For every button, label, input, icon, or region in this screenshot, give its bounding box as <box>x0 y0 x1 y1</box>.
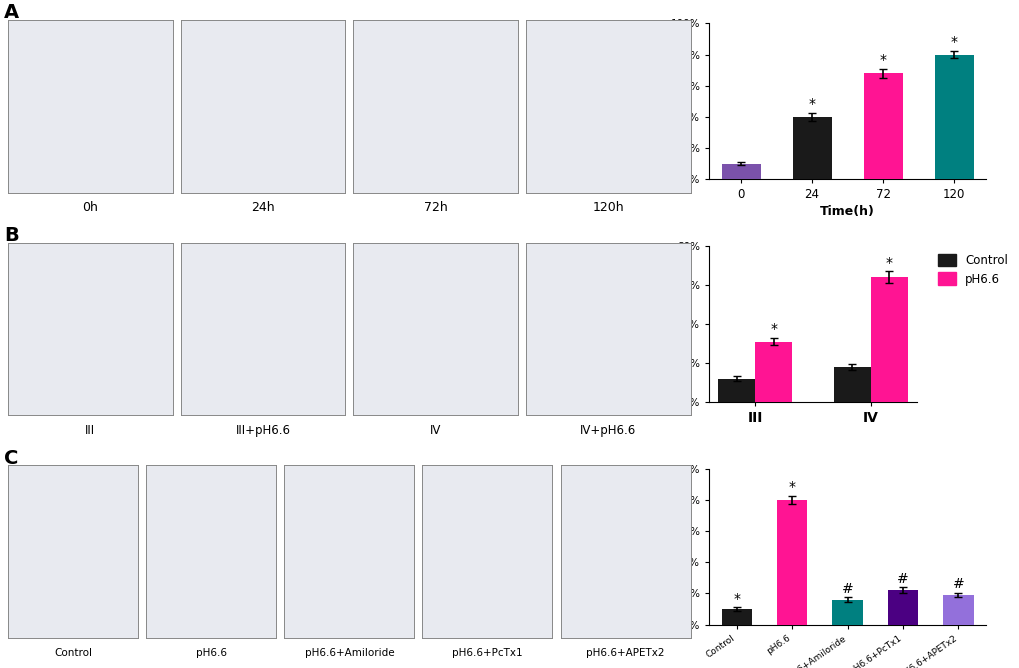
Text: 72h: 72h <box>423 202 447 214</box>
Bar <box>933 55 973 179</box>
Bar <box>792 117 830 179</box>
Text: *: * <box>769 322 776 336</box>
Text: *: * <box>733 592 740 606</box>
Y-axis label: % β-galactosidase + cells: % β-galactosidase + cells <box>657 39 667 164</box>
Bar <box>720 164 760 179</box>
Text: III: III <box>86 424 96 437</box>
Text: IV+pH6.6: IV+pH6.6 <box>580 424 636 437</box>
Text: #: # <box>952 577 963 591</box>
Text: Control: Control <box>54 649 92 658</box>
Bar <box>832 600 862 625</box>
Text: *: * <box>950 35 957 49</box>
Y-axis label: % β-galactosidase + cells: % β-galactosidase + cells <box>663 261 674 387</box>
Bar <box>870 277 907 402</box>
Bar <box>717 379 754 402</box>
Bar <box>754 341 792 402</box>
Text: 0h: 0h <box>83 202 98 214</box>
Bar <box>720 609 751 625</box>
Text: *: * <box>884 256 892 270</box>
Bar <box>863 73 902 179</box>
Text: IV: IV <box>430 424 441 437</box>
Text: A: A <box>4 3 19 22</box>
Y-axis label: % β-galactosidase + cells: % β-galactosidase + cells <box>657 484 667 609</box>
Bar <box>943 595 973 625</box>
Bar <box>833 367 870 402</box>
X-axis label: Time(h): Time(h) <box>819 206 874 218</box>
Text: pH6.6: pH6.6 <box>196 649 226 658</box>
Text: #: # <box>841 582 853 596</box>
Text: 24h: 24h <box>251 202 274 214</box>
Text: pH6.6+Amiloride: pH6.6+Amiloride <box>305 649 393 658</box>
Bar <box>887 591 917 625</box>
Text: *: * <box>788 480 795 494</box>
Text: pH6.6+APETx2: pH6.6+APETx2 <box>586 649 664 658</box>
Text: #: # <box>897 572 908 586</box>
Text: C: C <box>4 449 18 468</box>
Text: 120h: 120h <box>592 202 624 214</box>
Text: B: B <box>4 226 18 245</box>
Text: *: * <box>878 53 886 67</box>
Text: *: * <box>808 98 815 112</box>
Legend: Control, pH6.6: Control, pH6.6 <box>932 249 1012 291</box>
Text: pH6.6+PcTx1: pH6.6+PcTx1 <box>451 649 523 658</box>
Text: III+pH6.6: III+pH6.6 <box>235 424 290 437</box>
Bar <box>776 500 807 625</box>
